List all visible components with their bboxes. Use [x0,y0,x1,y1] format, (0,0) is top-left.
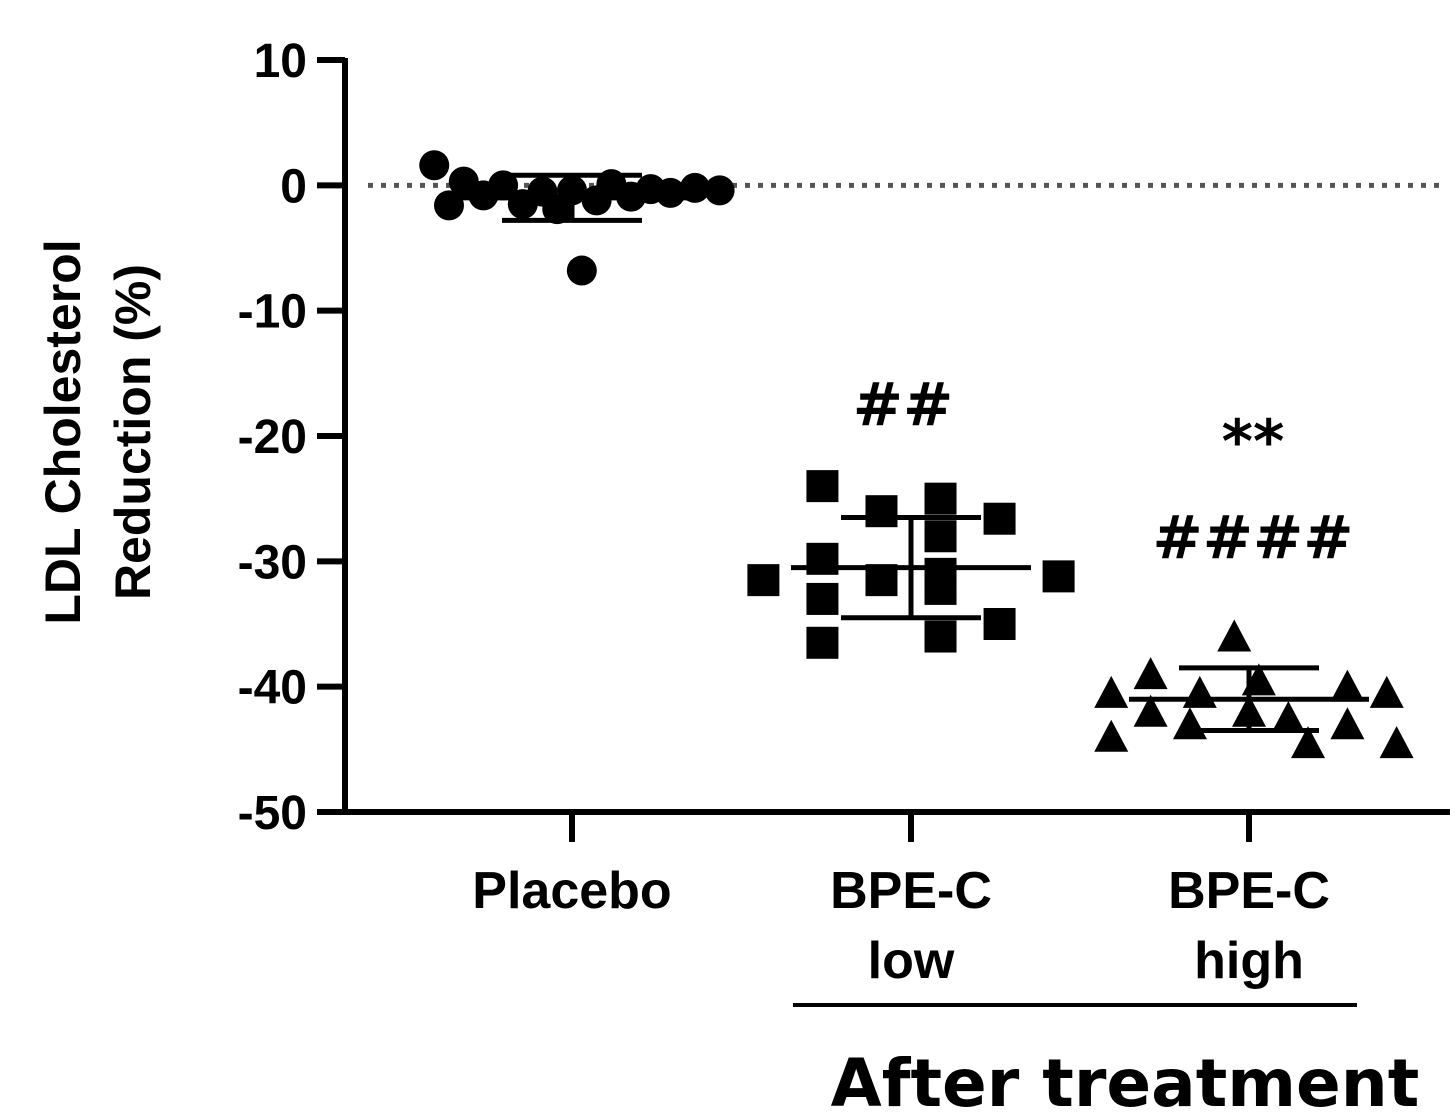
y-axis-label-line2: Reduction (%) [105,264,161,600]
y-tick-label: 0 [280,160,307,213]
data-point-square [865,495,898,528]
data-point-triangle [1330,707,1365,740]
significance-annotation: #### [1152,503,1353,573]
data-point-square [924,572,957,605]
data-point-square [806,470,839,503]
x-category-label: BPE-C [1168,862,1330,920]
data-point-triangle [1133,694,1168,727]
x-category-labels: Placebo BPE-C low BPE-C high [472,862,1330,990]
group-bracket: After treatment [793,1003,1420,1113]
x-category-label: BPE-C [830,862,992,920]
y-tick-label: 10 [254,35,307,88]
data-point-circle [704,175,735,206]
data-point-triangle [1330,669,1365,702]
group-title: After treatment [831,1045,1420,1113]
significance-annotation: ** [1222,407,1285,477]
y-tick-label: -30 [238,536,307,589]
significance-annotations: ## ** #### [853,370,1354,573]
data-point-triangle [1291,726,1326,759]
data-point-square [747,564,780,597]
data-point-triangle [1094,719,1129,752]
x-category-label: high [1194,932,1304,990]
y-tick-label: -10 [238,286,307,339]
data-point-triangle [1182,675,1217,708]
data-point-circle [680,172,710,203]
data-point-square [1042,560,1075,593]
data-point-circle [419,150,450,181]
x-category-label: Placebo [472,862,671,920]
y-tick-label: -20 [238,411,307,464]
data-point-triangle [1271,701,1306,733]
data-point-square [924,620,957,653]
data-point-triangle [1369,675,1404,708]
data-point-triangle [1217,619,1252,652]
data-points [419,150,1414,759]
data-point-triangle [1172,707,1207,740]
error-bars [450,172,1369,734]
significance-annotation: ## [853,370,954,440]
data-point-square [924,520,957,553]
data-point-square [806,626,839,659]
data-point-triangle [1379,726,1414,759]
y-tick-label: -50 [238,787,307,840]
y-axis-label: LDL Cholesterol Reduction (%) [35,239,161,624]
axes [317,57,1450,842]
x-category-label: low [868,932,955,990]
data-point-triangle [1094,675,1129,708]
data-point-square [806,582,839,615]
y-tick-labels: 10 0 -10 -20 -30 -40 -50 [238,35,307,840]
data-point-square [924,482,957,515]
y-tick-label: -40 [238,662,307,715]
data-point-square [983,502,1016,535]
data-point-square [983,608,1016,640]
data-point-circle [566,255,597,286]
data-point-circle [488,170,519,201]
data-point-triangle [1133,657,1168,690]
y-axis-label-line1: LDL Cholesterol [35,239,91,624]
